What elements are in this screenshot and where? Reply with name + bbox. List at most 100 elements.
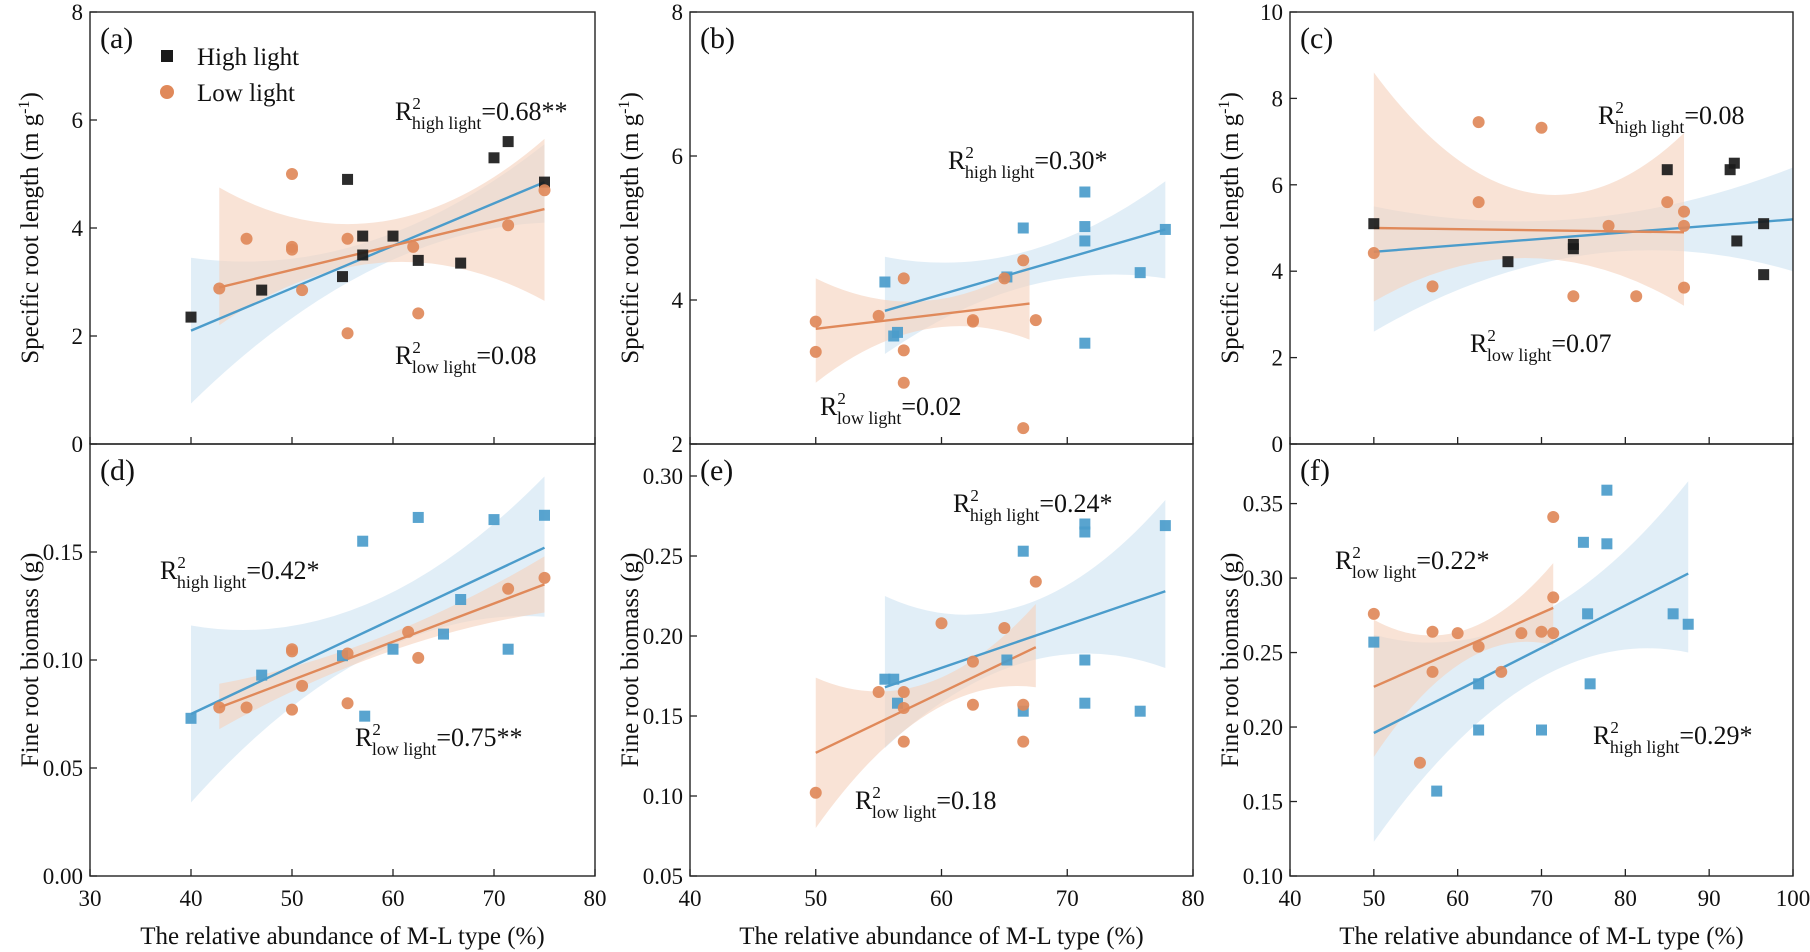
- point-high-light: [1728, 157, 1740, 169]
- r2-annotation-high: R2 high light=0.30*: [948, 143, 1108, 182]
- point-high-light: [1661, 164, 1673, 176]
- point-high-light: [1079, 654, 1091, 666]
- point-high-light: [256, 669, 268, 681]
- legend: High light Low light: [160, 44, 299, 107]
- fit-line-low: [1373, 606, 1554, 688]
- point-low-light: [341, 232, 354, 245]
- x-tick-label: 50: [804, 886, 827, 911]
- point-high-light: [1667, 608, 1679, 620]
- y-tick-label: 0.35: [1243, 492, 1283, 517]
- point-high-light: [879, 673, 891, 685]
- point-high-light: [539, 176, 550, 188]
- point-low-light: [897, 272, 910, 285]
- point-high-light: [1079, 697, 1091, 709]
- confidence-band-low: [1373, 72, 1685, 306]
- y-tick-label: 0: [72, 432, 84, 457]
- point-low-light: [1602, 219, 1615, 232]
- point-low-light: [1017, 422, 1030, 435]
- y-axis-label: Fine root biomass (g): [617, 553, 644, 768]
- x-tick-label: 40: [1279, 886, 1302, 911]
- x-tick-label: 60: [930, 886, 953, 911]
- point-low-light: [966, 314, 979, 327]
- point-low-light: [286, 703, 298, 716]
- point-low-light: [502, 219, 515, 232]
- y-tick-label: 6: [672, 144, 684, 169]
- x-tick-label: 50: [1362, 886, 1385, 911]
- confidence-band-high: [1373, 481, 1689, 842]
- point-high-light: [455, 594, 467, 606]
- point-high-light: [1682, 618, 1694, 630]
- x-tick-label: 40: [679, 886, 702, 911]
- point-low-light: [998, 272, 1011, 285]
- fit-line-low: [218, 583, 545, 709]
- point-low-light: [1472, 640, 1485, 653]
- point-low-light: [1426, 665, 1439, 678]
- point-low-light: [286, 168, 298, 180]
- panel-c: 0 2 4 6 8 10 Specific root length (m g-1) (c) R2…: [1216, 0, 1794, 457]
- point-high-light: [1731, 235, 1743, 247]
- y-tick-label: 0.25: [1243, 641, 1283, 666]
- y-tick-label: 0.15: [1243, 790, 1283, 815]
- y-axis-label: Specific root length (m g-1): [1216, 92, 1244, 364]
- y-tick-label: 4: [1272, 259, 1284, 284]
- plot-area: [1373, 481, 1689, 842]
- point-high-light: [1079, 186, 1091, 198]
- point-low-light: [296, 679, 309, 692]
- point-high-light: [1724, 164, 1736, 176]
- point-low-light: [1515, 627, 1528, 640]
- point-high-light: [1473, 678, 1485, 690]
- r2-annotation-low: R2 low light=0.08: [395, 338, 537, 377]
- plot-area: [815, 500, 1166, 828]
- r2-annotation-low: R2 low light=0.22*: [1335, 543, 1490, 582]
- y-tick-label: 6: [72, 108, 84, 133]
- panel-label: (c): [1300, 22, 1333, 55]
- point-low-light: [1678, 281, 1691, 294]
- y-tick-label: 0.10: [43, 648, 83, 673]
- x-tick-label: 70: [483, 886, 506, 911]
- point-high-light: [185, 712, 197, 724]
- y-tick-label: 0.10: [643, 784, 683, 809]
- x-tick-label: 80: [1614, 886, 1637, 911]
- point-low-light: [1472, 196, 1485, 209]
- point-low-light: [998, 622, 1011, 634]
- point-low-light: [966, 698, 979, 711]
- confidence-band-low: [219, 138, 545, 326]
- y-tick-label: 0.20: [1243, 715, 1283, 740]
- point-high-light: [1001, 654, 1013, 666]
- point-low-light: [402, 625, 415, 638]
- r2-annotation-high: R2 high light=0.08: [1598, 98, 1745, 137]
- point-high-light: [1758, 269, 1770, 281]
- y-tick-label: 0.15: [43, 540, 83, 565]
- point-low-light: [240, 701, 253, 714]
- y-tick-label: 0.05: [643, 864, 683, 889]
- point-low-light: [1535, 121, 1548, 134]
- point-low-light: [213, 701, 226, 714]
- point-high-light: [455, 257, 467, 269]
- y-axis-label: Fine root biomass (g): [17, 553, 44, 768]
- point-high-light: [891, 326, 903, 338]
- point-high-light: [1134, 705, 1146, 717]
- point-high-light: [185, 311, 197, 323]
- point-low-light: [966, 655, 979, 668]
- r2-annotation-high: R2 high light=0.24*: [953, 486, 1113, 525]
- point-low-light: [502, 582, 515, 595]
- x-tick-label: 100: [1776, 886, 1810, 911]
- point-high-light: [1473, 724, 1485, 736]
- point-low-light: [1451, 627, 1464, 640]
- confidence-band-low: [815, 604, 1036, 828]
- point-low-light: [809, 315, 822, 328]
- confidence-band-low: [815, 264, 1030, 383]
- y-tick-label: 0.05: [43, 756, 83, 781]
- point-high-light: [412, 254, 424, 266]
- point-low-light: [341, 327, 354, 340]
- point-low-light: [1661, 196, 1674, 209]
- point-high-light: [502, 136, 514, 148]
- fit-line-low: [218, 207, 545, 289]
- point-low-light: [935, 617, 948, 630]
- point-low-light: [897, 376, 910, 389]
- point-high-light: [1431, 785, 1443, 797]
- point-low-light: [1413, 756, 1426, 769]
- panel-label: (b): [700, 22, 735, 55]
- panel-d: 0.00 0.05 0.10 0.15 30 40 50 60 70 80 Fine root bi…: [17, 443, 607, 950]
